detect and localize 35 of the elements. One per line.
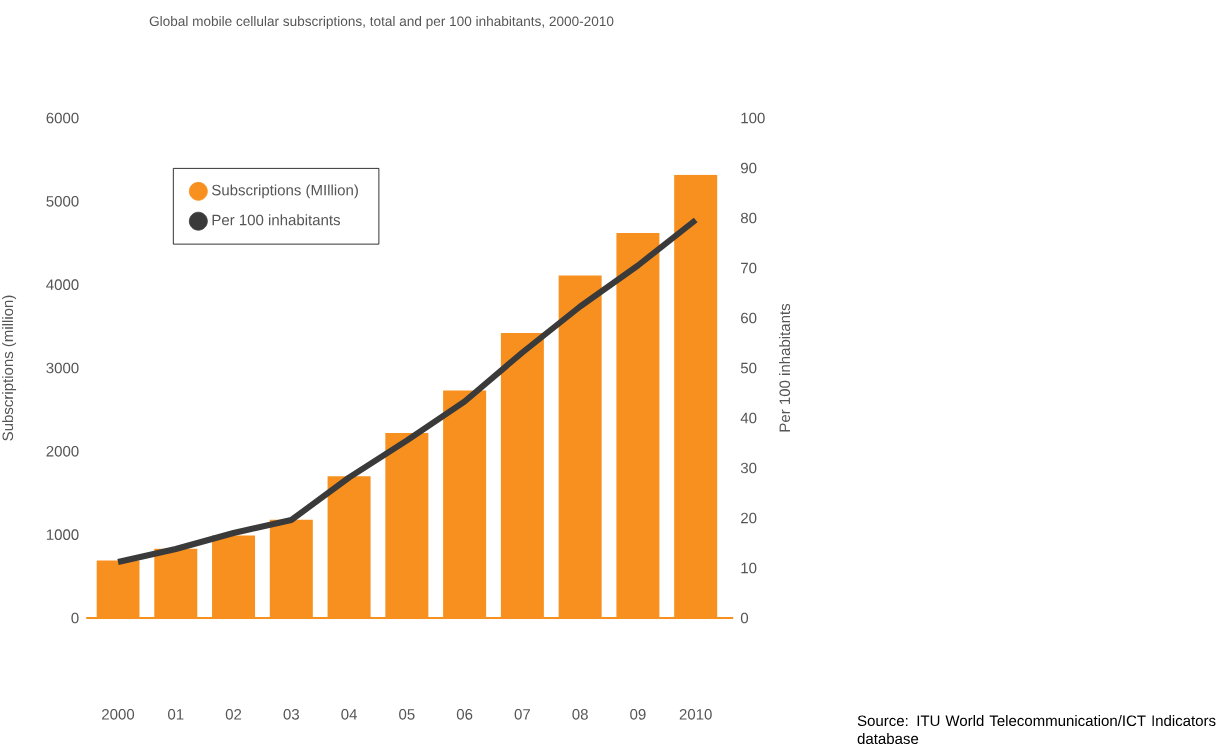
y-tick-label: 5000 [46,196,79,207]
y-tick-label: 6000 [46,112,79,124]
y2-tick-label: 80 [740,212,757,224]
y-tick-label: 3000 [46,362,79,374]
y2-tick-label: 20 [741,512,757,524]
chart-title: Global mobile cellular subscriptions, total and per 100 inhabitants, 2000-2010 [149,16,614,29]
y-tick-label: 1000 [46,529,79,540]
x-tick-label: 09 [630,709,646,720]
x-tick-label: 07 [514,709,530,720]
y-tick-label: 4000 [46,279,79,290]
y-tick-label: 0 [71,612,79,624]
y2-tick-label: 30 [740,462,757,474]
x-tick-label: 03 [283,709,299,720]
y2-tick-label: 100 [741,112,765,124]
y2-tick-label: 50 [740,362,757,374]
x-tick-label: 2010 [679,709,712,720]
y2-tick-label: 60 [741,312,757,324]
y2-tick-label: 90 [740,162,757,174]
x-tick-label: 06 [456,709,473,720]
y2-tick-label: 70 [741,262,757,274]
y2-tick-label: 40 [740,412,757,424]
x-tick-label: 04 [341,709,357,720]
x-tick-label: 05 [399,709,415,720]
x-tick-label: 08 [572,709,588,720]
y-tick-label: 2000 [46,446,79,457]
x-tick-label: 02 [225,709,242,720]
y2-tick-label: 0 [740,612,749,624]
y-axis-title: Subscriptions (million) [2,295,17,441]
x-tick-label: 01 [168,709,184,720]
legend-label: Per 100 inhabitants [212,214,341,226]
source-note: Source: ITU World Telecommunication/ICT Indicators database [857,715,1216,745]
y2-axis-title: Per 100 inhabitants [779,303,791,432]
legend-label: Subscriptions (MIllion) [212,184,358,199]
x-tick-label: 2000 [102,709,135,720]
y2-tick-label: 10 [741,562,757,574]
